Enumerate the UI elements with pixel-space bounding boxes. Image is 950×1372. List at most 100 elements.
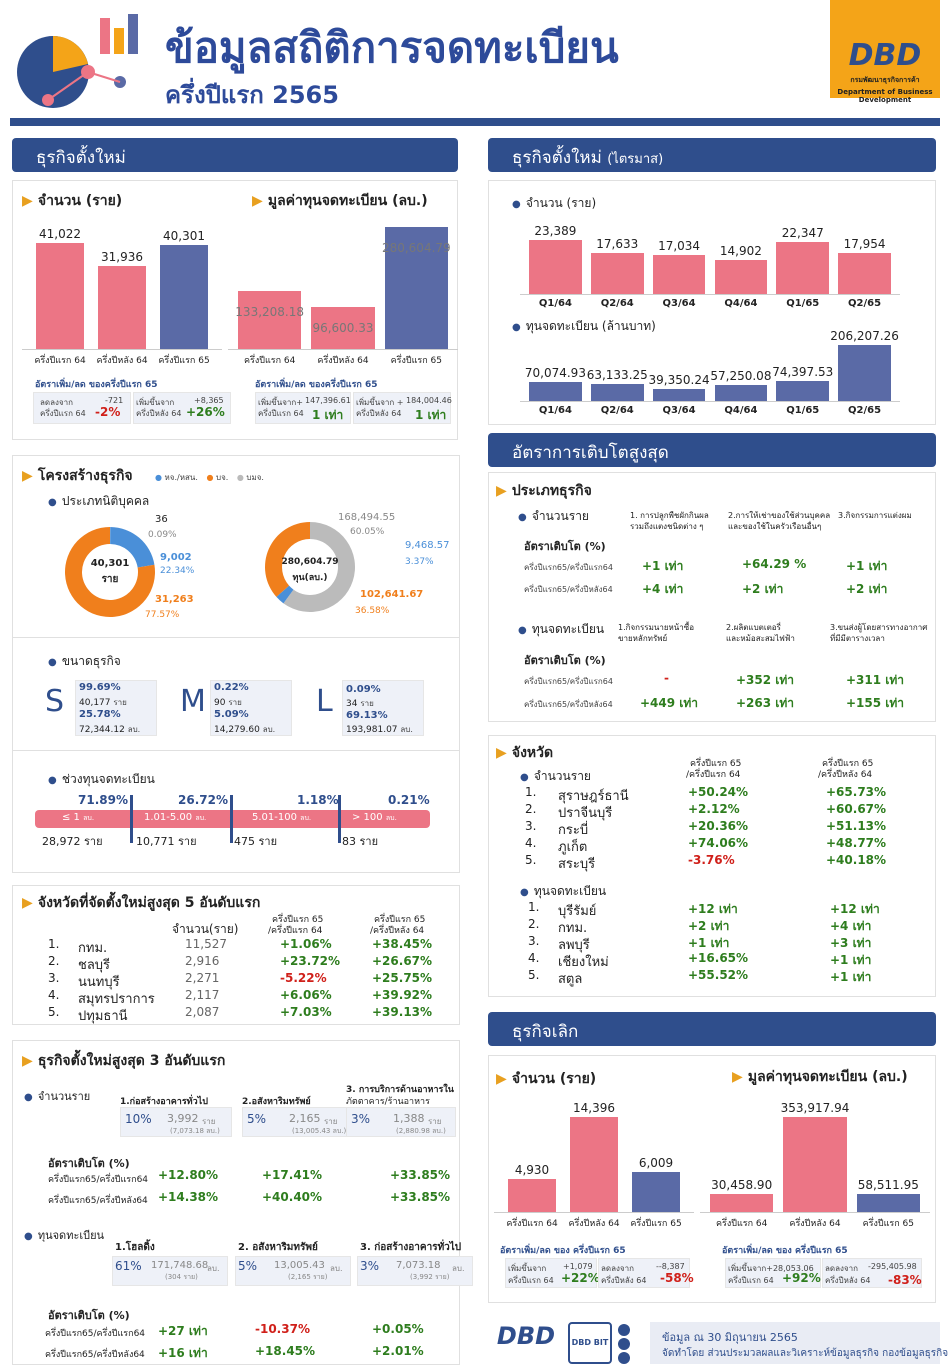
bar-value-label: 353,917.94 — [780, 1101, 850, 1115]
bar-value-label: 6,009 — [638, 1156, 674, 1171]
g-r1: ครึ่งปีแรก65/ครึ่งปีแรก64 — [524, 677, 613, 686]
range-tick — [338, 795, 341, 843]
section-title-closed: ธุรกิจเลิก — [488, 1012, 936, 1046]
g-growth-title: อัตราเติบโต (%) — [524, 654, 606, 667]
cgc2-label: ลดลงจาก — [601, 1264, 634, 1273]
category-label: ครึ่งปีแรก 64 — [34, 356, 86, 366]
category-label: ครึ่งปีหลัง 64 — [568, 1219, 620, 1229]
gc1-sub: ครึ่งปีแรก 64 — [40, 409, 86, 418]
axis-line — [520, 294, 900, 295]
bar — [714, 259, 768, 294]
growth-vs-h2: +39.13% — [372, 1005, 433, 1019]
youtube-icon[interactable] — [618, 1338, 630, 1350]
province-name: กระบี่ — [558, 823, 589, 838]
size-m-cu: ลบ. — [262, 725, 276, 734]
range-tick — [130, 795, 133, 843]
dbd-logo: DBD กรมพัฒนาธุรกิจการค้า Department of Bus… — [830, 0, 940, 104]
cgk2-sub: ครึ่งปีหลัง 64 — [825, 1276, 871, 1285]
pie1-center-unit: ราย — [101, 574, 119, 585]
range-0-unit: ลบ. — [83, 814, 95, 822]
item-pct: 61% — [115, 1259, 142, 1273]
bullet-icon: ● — [518, 625, 527, 636]
category-label: Q2/64 — [600, 298, 634, 309]
item-name: 3. ก่อสร้างอาคารทั่วไป — [360, 1242, 462, 1253]
category-label: Q3/64 — [662, 405, 696, 416]
item-unit: ราย — [324, 1117, 338, 1126]
pie2-center-unit: ทุน(ลบ.) — [292, 573, 328, 583]
size-s-cu: ลบ. — [127, 725, 141, 734]
p-col2a: ครึ่งปีแรก 65 — [822, 759, 874, 769]
donut-slice — [110, 527, 155, 568]
top3-panel — [12, 1040, 460, 1365]
row-number: 1. — [48, 937, 60, 951]
province-count: 11,527 — [185, 937, 227, 951]
bar — [652, 254, 706, 294]
item-box — [235, 1256, 351, 1286]
bullet-icon: ● — [520, 887, 529, 898]
col-g2a: ครึ่งปีแรก 65 — [374, 915, 426, 925]
range-1-count: 10,771 ราย — [136, 835, 197, 848]
col-g1a: ครึ่งปีแรก 65 — [272, 915, 324, 925]
bar-value-label: 14,396 — [573, 1101, 615, 1115]
item-pct: 3% — [351, 1112, 371, 1126]
g-growth-title: อัตราเติบโต (%) — [524, 540, 606, 553]
growth-vs-h1: +16.65% — [688, 951, 749, 965]
growth-value: +263 เท่า — [736, 696, 795, 710]
bar-value-label: 30,458.90 — [711, 1178, 773, 1192]
growth-vs-h2: +65.73% — [826, 785, 887, 799]
category-label: ครึ่งปีแรก 64 — [715, 1219, 768, 1229]
bar-value-label: 58,511.95 — [857, 1178, 919, 1192]
type-name: 3.ขนส่งผู้โดยสารทางอากาศ — [830, 623, 928, 632]
divider — [12, 637, 460, 638]
pie2-p2: 3.37% — [405, 557, 434, 567]
row-number: 1. — [525, 785, 537, 799]
social-icons — [618, 1324, 632, 1364]
growth-value: +449 เท่า — [640, 696, 699, 710]
size-l-p2: 69.13% — [346, 710, 388, 721]
footer-line1: ข้อมูล ณ 30 มิถุนายน 2565 — [662, 1331, 798, 1344]
twitter-icon[interactable] — [618, 1352, 630, 1364]
province-name: สมุทรปราการ — [78, 992, 155, 1007]
col-g2b: /ครึ่งปีหลัง 64 — [370, 926, 425, 936]
bar-value-label: 17,633 — [596, 237, 639, 252]
type-name: 2.ผลิตแบตเตอรี่ — [726, 623, 781, 632]
growth-value: +27 เท่า — [158, 1324, 208, 1338]
top3-growth-title: อัตราเติบโต (%) — [48, 1309, 130, 1322]
closed-growth-capital-title: อัตราเพิ่ม/ลด ของ ครึ่งปีแรก 65 — [722, 1246, 848, 1256]
size-m-n: 90 — [214, 698, 226, 708]
province-name: สตูล — [558, 972, 583, 987]
cgc1-sub: ครึ่งปีแรก 64 — [508, 1276, 554, 1285]
growth-value: -10.37% — [255, 1322, 310, 1336]
bar — [710, 1194, 774, 1212]
growth-vs-h2: +48.77% — [826, 836, 887, 850]
province-name: นนทบุรี — [78, 975, 120, 990]
range-0-count: 28,972 ราย — [42, 835, 103, 848]
growth-value: +64.29 % — [742, 557, 807, 571]
bar-value-label: 63,133.25 — [586, 367, 648, 382]
item-sub: (2,880.98 ลบ.) — [396, 1127, 446, 1135]
growth-value: +2 เท่า — [846, 582, 888, 596]
growth-vs-h1: -5.22% — [280, 971, 327, 985]
triangle-icon: ▶ — [22, 193, 33, 209]
growth-vs-h2: +60.67% — [826, 802, 887, 816]
size-s-p1: 99.69% — [79, 682, 121, 693]
axis-line — [520, 401, 900, 402]
category-label: Q1/65 — [786, 298, 820, 309]
growth-value: +40.40% — [262, 1190, 323, 1204]
category-label: Q2/65 — [848, 405, 882, 416]
range-3-count: 83 ราย — [342, 835, 379, 848]
cgc2-sub: ครึ่งปีหลัง 64 — [601, 1276, 647, 1285]
growth-vs-h2: +38.45% — [372, 937, 433, 951]
col-g1b: /ครึ่งปีแรก 64 — [268, 926, 323, 936]
item-sub: (2,165 ราย) — [288, 1273, 328, 1281]
header-divider — [10, 118, 940, 126]
province-name: บุรีรัมย์ — [558, 904, 597, 919]
pie2-center-value: 280,604.79 — [281, 557, 339, 567]
pie1-center-value: 40,301 — [90, 558, 130, 569]
type-heading: ▶ ประเภทธุรกิจ — [496, 483, 592, 499]
triangle-icon: ▶ — [496, 745, 507, 761]
facebook-icon[interactable] — [618, 1324, 630, 1336]
type-name: 1.กิจกรรมนายหน้าซื้อ — [618, 623, 694, 632]
size-m-u: ราย — [228, 698, 242, 707]
province-name: ภูเก็ต — [558, 840, 588, 855]
